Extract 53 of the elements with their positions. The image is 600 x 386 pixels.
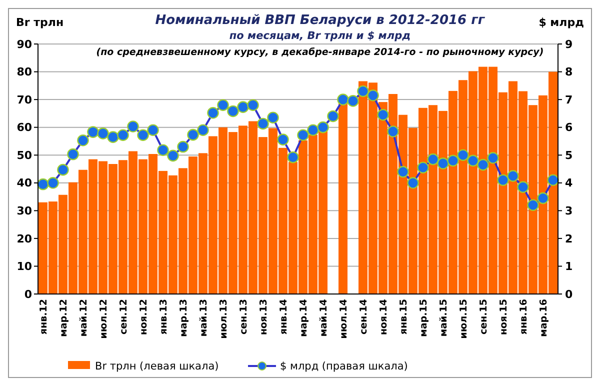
y-tick-label: 70 xyxy=(16,93,32,106)
y2-tick-label: 1 xyxy=(565,260,573,274)
y2-axis-title: $ млрд xyxy=(538,16,584,29)
x-tick-label: янв.14 xyxy=(278,298,290,335)
x-tick-label: сен.15 xyxy=(478,299,490,334)
x-tick-label: ноя.15 xyxy=(498,299,510,336)
x-tick-label: сен.14 xyxy=(358,298,370,334)
y-tick-label: 20 xyxy=(16,232,32,246)
x-tick-label: июл.14 xyxy=(338,298,350,339)
y-tick-label: 10 xyxy=(16,260,32,274)
y-tick-label: 90 xyxy=(16,38,32,51)
y2-tick-label: 3 xyxy=(565,204,573,218)
x-tick-label: май.12 xyxy=(78,299,90,337)
annotation: (по средневзвешенному курсу, в декабре-январе 2014-го - по рыночному курсу) xyxy=(96,47,544,58)
x-tick-label: май.14 xyxy=(318,298,330,337)
y-tick-label: 80 xyxy=(16,66,32,79)
y2-tick-label: 2 xyxy=(565,232,573,246)
x-tick-label: янв.16 xyxy=(518,298,530,335)
y2-tick-label: 0 xyxy=(565,288,573,301)
y2-tick-label: 7 xyxy=(565,93,573,106)
y2-tick-label: 9 xyxy=(565,38,573,51)
x-tick-label: май.13 xyxy=(198,299,210,337)
x-tick-label: янв.13 xyxy=(158,299,170,335)
y-tick-label: 40 xyxy=(16,176,32,190)
y-tick-label: 0 xyxy=(24,288,32,301)
x-tick-label: мар.16 xyxy=(538,298,550,337)
y2-tick-label: 6 xyxy=(565,121,573,134)
x-tick-label: июл.15 xyxy=(458,299,470,339)
chart-title: Номинальный ВВП Беларуси в 2012-2016 гг xyxy=(155,13,486,28)
x-tick-label: июл.12 xyxy=(98,299,110,339)
x-tick-label: мар.14 xyxy=(298,298,310,337)
x-tick-label: мар.12 xyxy=(58,299,70,337)
legend-label: Br трлн (левая шкала) xyxy=(95,360,219,373)
y-tick-label: 50 xyxy=(16,148,32,162)
x-tick-label: янв.12 xyxy=(38,299,50,335)
legend-label: $ млрд (правая шкала) xyxy=(280,360,408,373)
x-tick-label: сен.12 xyxy=(118,299,130,334)
y2-tick-label: 4 xyxy=(565,176,573,190)
x-tick-label: май.15 xyxy=(438,299,450,337)
y-tick-label: 30 xyxy=(16,204,32,218)
y-axis-title: Br трлн xyxy=(16,16,64,29)
x-tick-label: сен.13 xyxy=(238,299,250,334)
x-tick-label: мар.15 xyxy=(418,299,430,337)
x-tick-label: ноя.12 xyxy=(138,299,150,336)
x-tick-label: янв.15 xyxy=(398,299,410,335)
x-tick-label: ноя.13 xyxy=(258,299,270,336)
x-tick-label: июл.13 xyxy=(218,299,230,339)
y2-tick-label: 8 xyxy=(565,66,573,79)
y2-tick-label: 5 xyxy=(565,148,573,162)
x-tick-label: мар.13 xyxy=(178,299,190,337)
chart-subtitle: по месяцам, Br трлн и $ млрд xyxy=(229,30,411,42)
y-tick-label: 60 xyxy=(16,121,32,134)
x-tick-label: ноя.14 xyxy=(378,298,390,336)
